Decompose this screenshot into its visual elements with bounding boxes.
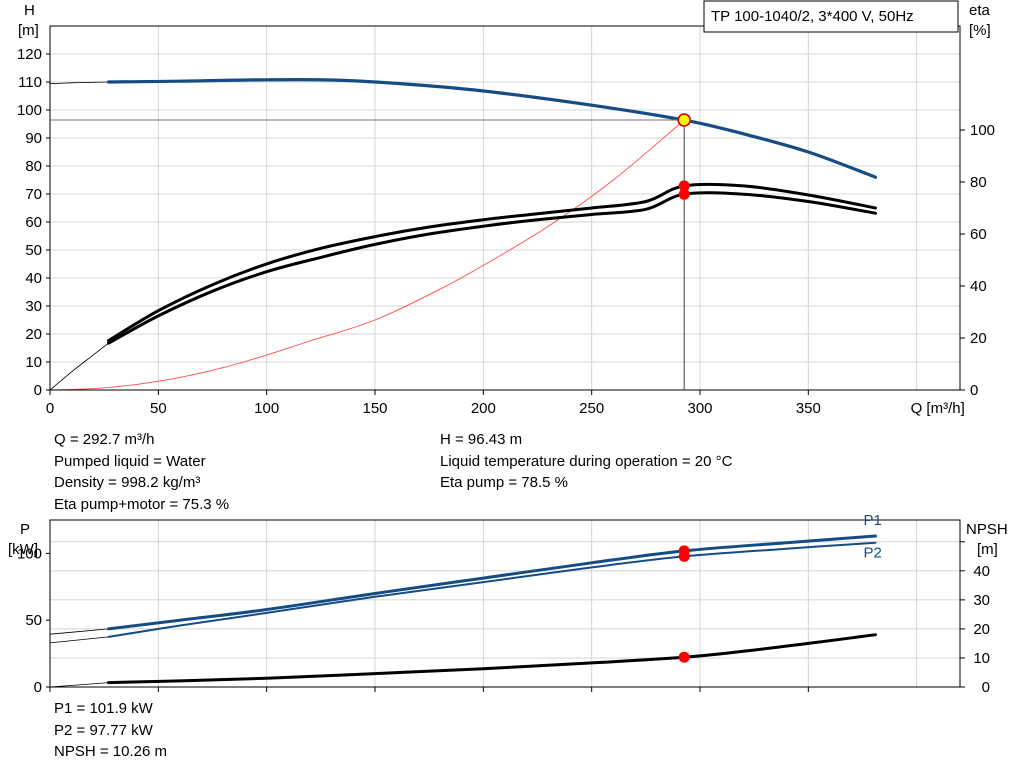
power-chart-grid — [49, 520, 960, 688]
p2-curve — [107, 541, 877, 638]
duty-point-marker — [677, 113, 691, 127]
info-head: H = 96.43 m — [440, 431, 523, 448]
y-tick-label: 20 — [25, 326, 42, 343]
y2-tick-label: 80 — [970, 174, 987, 191]
y-tick-label: 90 — [25, 130, 42, 147]
chart-title: TP 100-1040/2, 3*400 V, 50Hz — [711, 8, 914, 25]
chart-title-box — [703, 0, 959, 33]
y-tick-label: 50 — [25, 242, 42, 259]
y-tick-label: 110 — [18, 74, 42, 91]
head-chart-frame — [49, 25, 961, 391]
npsh-axis-unit: [m] — [977, 541, 998, 558]
eta-point-marker — [678, 180, 690, 192]
y-axis-label: H — [24, 2, 35, 19]
p1-series-label: P1 — [864, 512, 882, 529]
duty-info-left: Q = 292.7 m³/h Pumped liquid = Water Den… — [54, 429, 229, 515]
y2-tick-label: 20 — [973, 621, 990, 638]
eta-point-marker — [678, 188, 690, 200]
eta-curve-extension — [49, 342, 109, 391]
p1-curve-extension — [49, 628, 109, 635]
y2-tick-label: 10 — [973, 650, 990, 667]
y-tick-label: 10 — [25, 354, 42, 371]
info-pumped-liquid: Pumped liquid = Water — [54, 452, 206, 470]
x-tick-label: 350 — [796, 400, 821, 417]
y2-tick-label: 0 — [982, 679, 990, 696]
x-tick-label: 200 — [471, 400, 496, 417]
y-tick-label: 60 — [25, 214, 42, 231]
p-axis-unit: [kW] — [8, 541, 38, 558]
y2-tick-label: 40 — [973, 563, 990, 580]
y2-axis-label: eta — [969, 2, 991, 19]
markers — [50, 113, 691, 663]
y-tick-label: 0 — [34, 382, 42, 399]
y2-tick-label: 40 — [970, 278, 987, 295]
y-tick-label: 120 — [17, 46, 42, 63]
p1-curve — [107, 534, 877, 631]
info-density: Density = 998.2 kg/m³ — [54, 474, 201, 491]
info-eta-pump: Eta pump = 78.5 % — [440, 474, 568, 491]
y-tick-label: 100 — [17, 545, 42, 562]
y-tick-label: 80 — [25, 158, 42, 175]
x-tick-label: 100 — [254, 400, 279, 417]
axes — [46, 0, 965, 692]
y-tick-label: 30 — [25, 298, 42, 315]
npsh-axis-label: NPSH — [966, 521, 1008, 538]
y2-tick-label: 0 — [970, 382, 978, 399]
info-flow: Q = 292.7 m³/h — [54, 431, 155, 448]
x-axis-label: Q [m³/h] — [911, 400, 965, 417]
eta-pump-curve — [107, 182, 877, 343]
p2-curve-extension — [49, 636, 109, 644]
y2-tick-label: 100 — [970, 122, 995, 139]
power-info: P1 = 101.9 kW P2 = 97.77 kW NPSH = 10.26… — [54, 698, 167, 763]
axis-labels: 0102030405060708090100110120020406080100… — [8, 2, 1008, 696]
npsh-curve-extension — [49, 682, 109, 688]
power-point-marker — [678, 651, 690, 663]
x-tick-label: 0 — [46, 400, 54, 417]
y-tick-label: 70 — [25, 186, 42, 203]
y2-axis-unit: [%] — [969, 22, 991, 39]
npsh-curve — [107, 633, 877, 685]
head-curve-extension — [49, 81, 109, 85]
curves — [49, 78, 878, 688]
info-liquid-temperature: Liquid temperature during operation = 20… — [440, 452, 733, 470]
power-chart-frame — [49, 519, 961, 688]
y-tick-label: 100 — [17, 102, 42, 119]
info-p1: P1 = 101.9 kW — [54, 700, 153, 717]
duty-info-right: H = 96.43 m Liquid temperature during op… — [440, 429, 732, 494]
y2-tick-label: 20 — [970, 330, 987, 347]
y-tick-label: 50 — [25, 612, 42, 629]
p-axis-label: P — [20, 521, 30, 538]
power-point-marker — [678, 550, 690, 562]
y2-tick-label: 30 — [973, 592, 990, 609]
x-tick-label: 50 — [150, 400, 167, 417]
eta-total-curve — [107, 191, 877, 345]
info-npsh: NPSH = 10.26 m — [54, 743, 167, 760]
system-curve-line — [49, 119, 685, 391]
x-tick-label: 150 — [362, 400, 387, 417]
y-tick-label: 40 — [25, 270, 42, 287]
x-tick-label: 250 — [579, 400, 604, 417]
y-tick-label: 0 — [34, 679, 42, 696]
p2-series-label: P2 — [864, 545, 882, 562]
x-tick-label: 300 — [687, 400, 712, 417]
y-axis-unit: [m] — [18, 22, 39, 39]
y2-tick-label: 60 — [970, 226, 987, 243]
info-p2: P2 = 97.77 kW — [54, 721, 153, 739]
head-curve — [106, 78, 878, 179]
info-eta-pump-motor: Eta pump+motor = 75.3 % — [54, 495, 230, 513]
